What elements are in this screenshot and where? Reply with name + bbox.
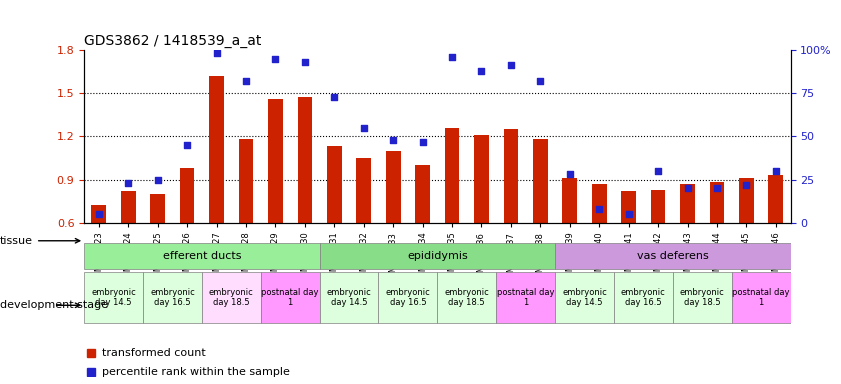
Point xyxy=(298,59,311,65)
Text: efferent ducts: efferent ducts xyxy=(162,251,241,262)
Bar xyxy=(298,98,312,223)
Text: tissue: tissue xyxy=(0,236,80,246)
Bar xyxy=(180,168,194,223)
FancyBboxPatch shape xyxy=(673,272,732,323)
Bar xyxy=(474,135,489,223)
Point xyxy=(504,63,517,69)
Bar xyxy=(209,76,224,223)
FancyBboxPatch shape xyxy=(437,272,496,323)
Text: embryonic
day 16.5: embryonic day 16.5 xyxy=(385,288,431,307)
Text: vas deferens: vas deferens xyxy=(637,251,709,262)
Bar xyxy=(710,182,724,223)
Text: embryonic
day 14.5: embryonic day 14.5 xyxy=(562,288,607,307)
FancyBboxPatch shape xyxy=(143,272,202,323)
Text: postnatal day
1: postnatal day 1 xyxy=(733,288,790,307)
Bar xyxy=(445,128,459,223)
Point xyxy=(680,185,694,191)
Point xyxy=(92,211,105,217)
Bar xyxy=(239,139,253,223)
Point xyxy=(533,78,547,84)
FancyBboxPatch shape xyxy=(261,272,320,323)
FancyBboxPatch shape xyxy=(320,272,378,323)
Bar xyxy=(357,158,371,223)
Bar xyxy=(533,139,547,223)
Text: postnatal day
1: postnatal day 1 xyxy=(497,288,554,307)
FancyBboxPatch shape xyxy=(202,272,261,323)
Bar xyxy=(680,184,695,223)
FancyBboxPatch shape xyxy=(84,243,320,269)
Text: embryonic
day 18.5: embryonic day 18.5 xyxy=(209,288,254,307)
Bar xyxy=(739,178,754,223)
Point xyxy=(357,125,370,131)
Bar xyxy=(504,129,518,223)
Point xyxy=(710,185,723,191)
Point xyxy=(651,168,664,174)
Text: embryonic
day 14.5: embryonic day 14.5 xyxy=(326,288,372,307)
Bar xyxy=(327,146,341,223)
FancyBboxPatch shape xyxy=(320,243,555,269)
Point xyxy=(121,180,135,186)
Point xyxy=(474,68,488,74)
FancyBboxPatch shape xyxy=(555,243,791,269)
Text: embryonic
day 16.5: embryonic day 16.5 xyxy=(150,288,195,307)
Text: embryonic
day 18.5: embryonic day 18.5 xyxy=(444,288,489,307)
Point xyxy=(769,168,782,174)
Point xyxy=(415,139,429,145)
Point xyxy=(563,171,576,177)
Point xyxy=(592,206,606,212)
Bar xyxy=(415,165,430,223)
Bar xyxy=(592,184,606,223)
Point xyxy=(151,177,164,183)
Text: embryonic
day 16.5: embryonic day 16.5 xyxy=(621,288,666,307)
Text: embryonic
day 14.5: embryonic day 14.5 xyxy=(91,288,136,307)
FancyBboxPatch shape xyxy=(496,272,555,323)
Bar xyxy=(268,99,283,223)
Point xyxy=(327,94,341,100)
Point xyxy=(180,142,193,148)
Text: embryonic
day 18.5: embryonic day 18.5 xyxy=(680,288,725,307)
Text: postnatal day
1: postnatal day 1 xyxy=(262,288,319,307)
Text: percentile rank within the sample: percentile rank within the sample xyxy=(102,367,289,377)
FancyBboxPatch shape xyxy=(378,272,437,323)
Bar xyxy=(386,151,400,223)
Bar xyxy=(651,190,665,223)
Point xyxy=(621,211,635,217)
Text: development stage: development stage xyxy=(0,300,108,310)
Text: epididymis: epididymis xyxy=(407,251,468,262)
FancyBboxPatch shape xyxy=(555,272,614,323)
Bar xyxy=(92,205,106,223)
Bar xyxy=(121,191,135,223)
Bar xyxy=(563,178,577,223)
Bar xyxy=(151,194,165,223)
Point xyxy=(739,182,753,188)
Point xyxy=(445,54,458,60)
FancyBboxPatch shape xyxy=(84,272,143,323)
Point xyxy=(209,50,223,56)
Point xyxy=(386,137,399,143)
Point xyxy=(239,78,252,84)
Point xyxy=(268,56,282,62)
Bar xyxy=(621,191,636,223)
Bar xyxy=(769,175,783,223)
Text: GDS3862 / 1418539_a_at: GDS3862 / 1418539_a_at xyxy=(84,33,262,48)
Text: transformed count: transformed count xyxy=(102,348,205,358)
FancyBboxPatch shape xyxy=(614,272,673,323)
FancyBboxPatch shape xyxy=(732,272,791,323)
